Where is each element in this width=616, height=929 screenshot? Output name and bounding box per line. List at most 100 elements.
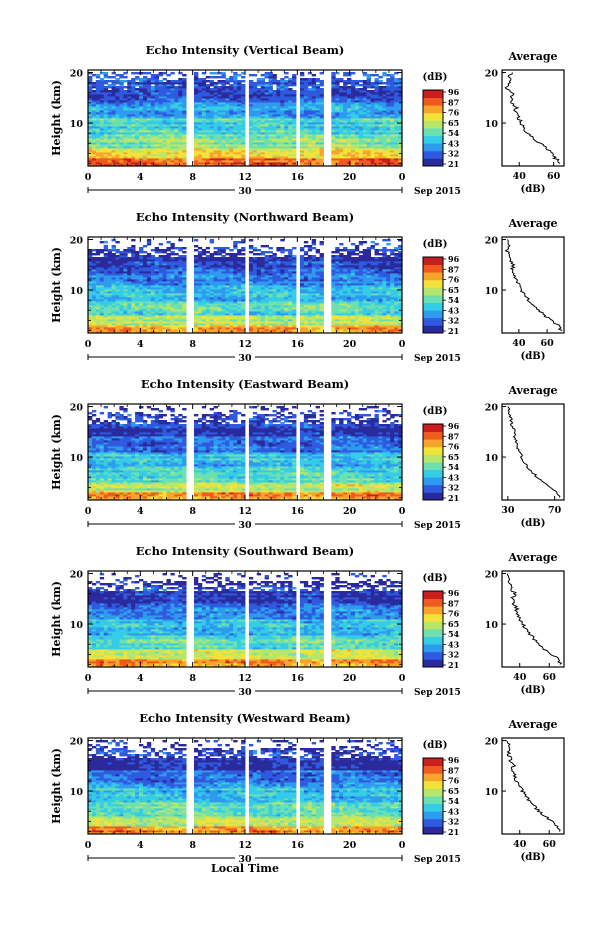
heatmap-cell xyxy=(299,146,305,149)
colorbar-segment xyxy=(423,91,443,93)
heatmap-cell xyxy=(268,124,273,127)
heatmap-cell xyxy=(386,305,391,308)
heatmap-cell xyxy=(378,321,383,324)
heatmap-cell xyxy=(103,329,109,332)
heatmap-cell xyxy=(201,305,207,308)
heatmap-cell xyxy=(382,293,387,296)
heatmap-cell xyxy=(288,152,293,155)
heatmap-cell xyxy=(225,88,230,91)
heatmap-cell xyxy=(276,323,281,326)
heatmap-cell xyxy=(103,138,109,141)
heatmap-cell xyxy=(398,317,403,320)
heatmap-cell xyxy=(209,90,215,93)
heatmap-cell xyxy=(119,297,124,300)
heatmap-cell xyxy=(260,158,266,161)
heatmap-cell xyxy=(205,307,211,310)
heatmap-cell xyxy=(347,112,352,115)
heatmap-cell xyxy=(386,329,391,332)
heatmap-cell xyxy=(378,299,383,302)
heatmap-cell xyxy=(335,293,340,296)
heatmap-cell xyxy=(99,82,105,85)
heatmap-cell xyxy=(123,303,128,306)
heatmap-cell xyxy=(237,106,242,109)
heatmap-cell xyxy=(374,152,379,155)
heatmap-cell xyxy=(229,301,234,304)
heatmap-cell xyxy=(241,303,246,306)
heatmap-cell xyxy=(217,154,222,157)
heatmap-cell xyxy=(350,126,356,129)
heatmap-cell xyxy=(307,331,313,334)
heatmap-cell xyxy=(139,96,144,99)
x-tick-label: 12 xyxy=(238,172,251,183)
heatmap-cell xyxy=(123,160,128,163)
heatmap-cell xyxy=(99,311,105,314)
heatmap-cell xyxy=(315,319,320,322)
heatmap-cell xyxy=(127,100,132,103)
heatmap-cell xyxy=(256,309,262,312)
heatmap-cell xyxy=(378,134,383,137)
heatmap-cell xyxy=(303,92,309,95)
heatmap-cell xyxy=(111,136,116,139)
heatmap-cell xyxy=(390,110,395,113)
heatmap-cell xyxy=(280,112,285,115)
heatmap-cell xyxy=(366,150,372,153)
heatmap-cell xyxy=(154,321,160,324)
heatmap-cell xyxy=(158,88,163,91)
heatmap-cell xyxy=(146,305,152,308)
heatmap-cell xyxy=(299,160,305,163)
heatmap-cell xyxy=(354,132,360,135)
heatmap-cell xyxy=(366,114,372,117)
heatmap-cell xyxy=(256,297,262,300)
heatmap-cell xyxy=(374,160,379,163)
heatmap-cell xyxy=(362,313,368,316)
heatmap-cell xyxy=(311,299,317,302)
heatmap-cell xyxy=(331,315,336,318)
heatmap-cell xyxy=(213,301,218,304)
heatmap-cell xyxy=(260,102,266,105)
heatmap-cell xyxy=(115,74,120,77)
heatmap-cell xyxy=(115,297,120,300)
heatmap-cell xyxy=(276,100,281,103)
heatmap-cell xyxy=(182,325,187,328)
heatmap-cell xyxy=(217,88,222,91)
heatmap-cell xyxy=(331,114,336,117)
heatmap-cell xyxy=(146,291,152,294)
heatmap-cell xyxy=(362,138,368,141)
heatmap-cell xyxy=(370,311,375,314)
heatmap-cell xyxy=(284,325,289,328)
heatmap-cell xyxy=(209,313,215,316)
heatmap-cell xyxy=(115,96,120,99)
heatmap-cell xyxy=(264,160,269,163)
heatmap-cell xyxy=(225,162,230,165)
heatmap-cell xyxy=(123,158,128,161)
heatmap-cell xyxy=(233,297,238,300)
heatmap-cell xyxy=(154,140,160,143)
heatmap-cell xyxy=(252,96,258,99)
heatmap-cell xyxy=(150,132,156,135)
heatmap-cell xyxy=(127,130,132,133)
heatmap-cell xyxy=(378,80,383,83)
heatmap-cell xyxy=(311,126,317,129)
heatmap-cell xyxy=(95,102,101,105)
heatmap-cell xyxy=(260,297,266,300)
heatmap-cell xyxy=(343,88,348,91)
heatmap-cell xyxy=(347,140,352,143)
heatmap-cell xyxy=(111,116,116,119)
heatmap-cell xyxy=(213,124,218,127)
heatmap-cell xyxy=(315,295,320,298)
heatmap-cell xyxy=(319,96,324,99)
heatmap-cell xyxy=(347,319,352,322)
heatmap-cell xyxy=(166,140,171,143)
heatmap-cell xyxy=(303,309,309,312)
heatmap-cell xyxy=(229,311,234,314)
heatmap-cell xyxy=(213,112,218,115)
heatmap-cell xyxy=(390,100,395,103)
heatmap-cell xyxy=(146,148,152,151)
heatmap-cell xyxy=(88,76,93,79)
heatmap-cell xyxy=(221,321,226,324)
heatmap-cell xyxy=(131,96,136,99)
heatmap-cell xyxy=(146,152,152,155)
heatmap-cell xyxy=(139,291,144,294)
heatmap-cell xyxy=(276,110,281,113)
heatmap-cell xyxy=(150,323,156,326)
